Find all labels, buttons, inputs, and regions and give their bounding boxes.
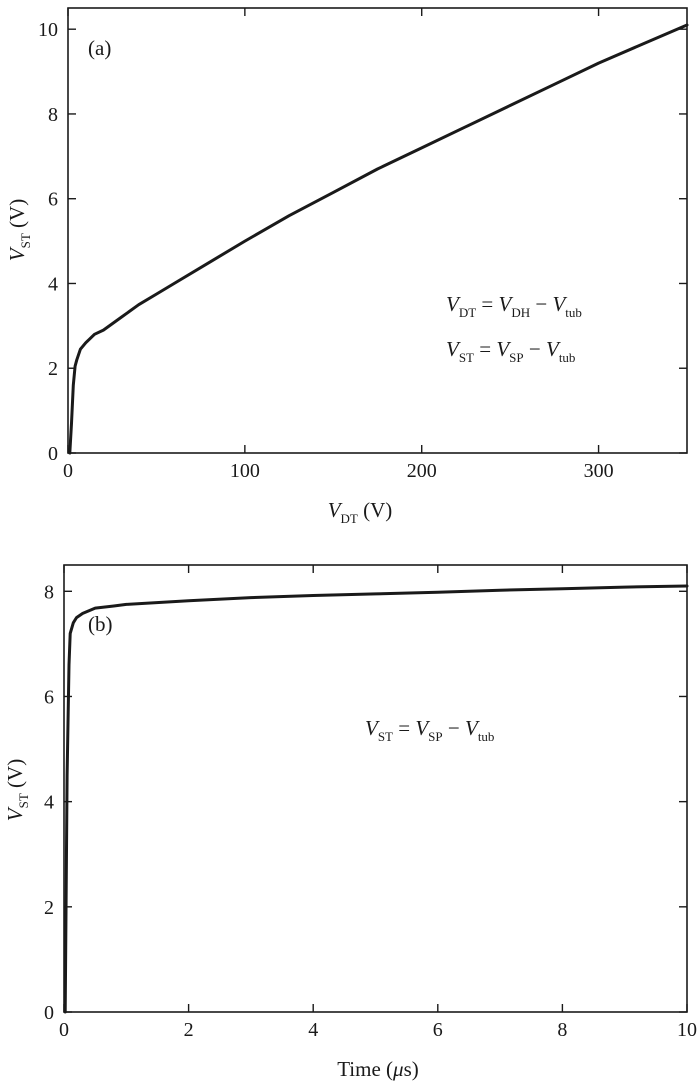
plot-frame: [63, 564, 688, 1013]
x-tick-label: 8: [557, 1019, 567, 1041]
x-axis-title: VDT (V): [328, 498, 393, 526]
y-tick-label: 0: [44, 1002, 54, 1024]
chart-panel-a: 0 100 200 300 0 2 4 6 8 10 (a) VDT = VDH − Vtub VST …: [5, 7, 689, 526]
equation-annotation: VST = VSP − Vtub: [365, 716, 494, 744]
x-tick-label: 100: [230, 460, 260, 482]
y-axis-title: VST (V): [5, 199, 33, 261]
chart-panel-b: 0 2 4 6 8 10 0 2 4 6 8 (b) VST = VSP − Vtub Time (μs)…: [3, 564, 697, 1081]
plot-frame: [67, 7, 688, 454]
y-tick-label: 2: [44, 897, 54, 919]
series-line: [63, 584, 689, 1014]
x-tick-label: 10: [677, 1019, 697, 1041]
x-tick-label: 4: [308, 1019, 318, 1041]
x-tick-label: 2: [184, 1019, 194, 1041]
panel-label: (a): [88, 36, 111, 60]
x-tick-label: 300: [584, 460, 614, 482]
series-line: [68, 23, 689, 455]
y-tick-label: 4: [48, 273, 58, 295]
panel-label: (b): [88, 612, 113, 636]
y-tick-label: 8: [48, 104, 58, 126]
x-tick-label: 200: [407, 460, 437, 482]
x-tick-label: 6: [433, 1019, 443, 1041]
y-tick-label: 6: [44, 686, 54, 708]
y-tick-label: 2: [48, 358, 58, 380]
y-tick-label: 0: [48, 443, 58, 465]
x-tick-label: 0: [59, 1019, 69, 1041]
y-tick-label: 10: [38, 19, 58, 41]
y-axis-title: VST (V): [3, 759, 31, 821]
y-tick-label: 8: [44, 581, 54, 603]
equation-annotation: VDT = VDH − Vtub: [446, 292, 582, 320]
equation-annotation: VST = VSP − Vtub: [446, 337, 575, 365]
y-tick-label: 6: [48, 189, 58, 211]
x-tick-label: 0: [63, 460, 73, 482]
x-axis-title: Time (μs): [337, 1057, 419, 1081]
y-tick-label: 4: [44, 792, 54, 814]
